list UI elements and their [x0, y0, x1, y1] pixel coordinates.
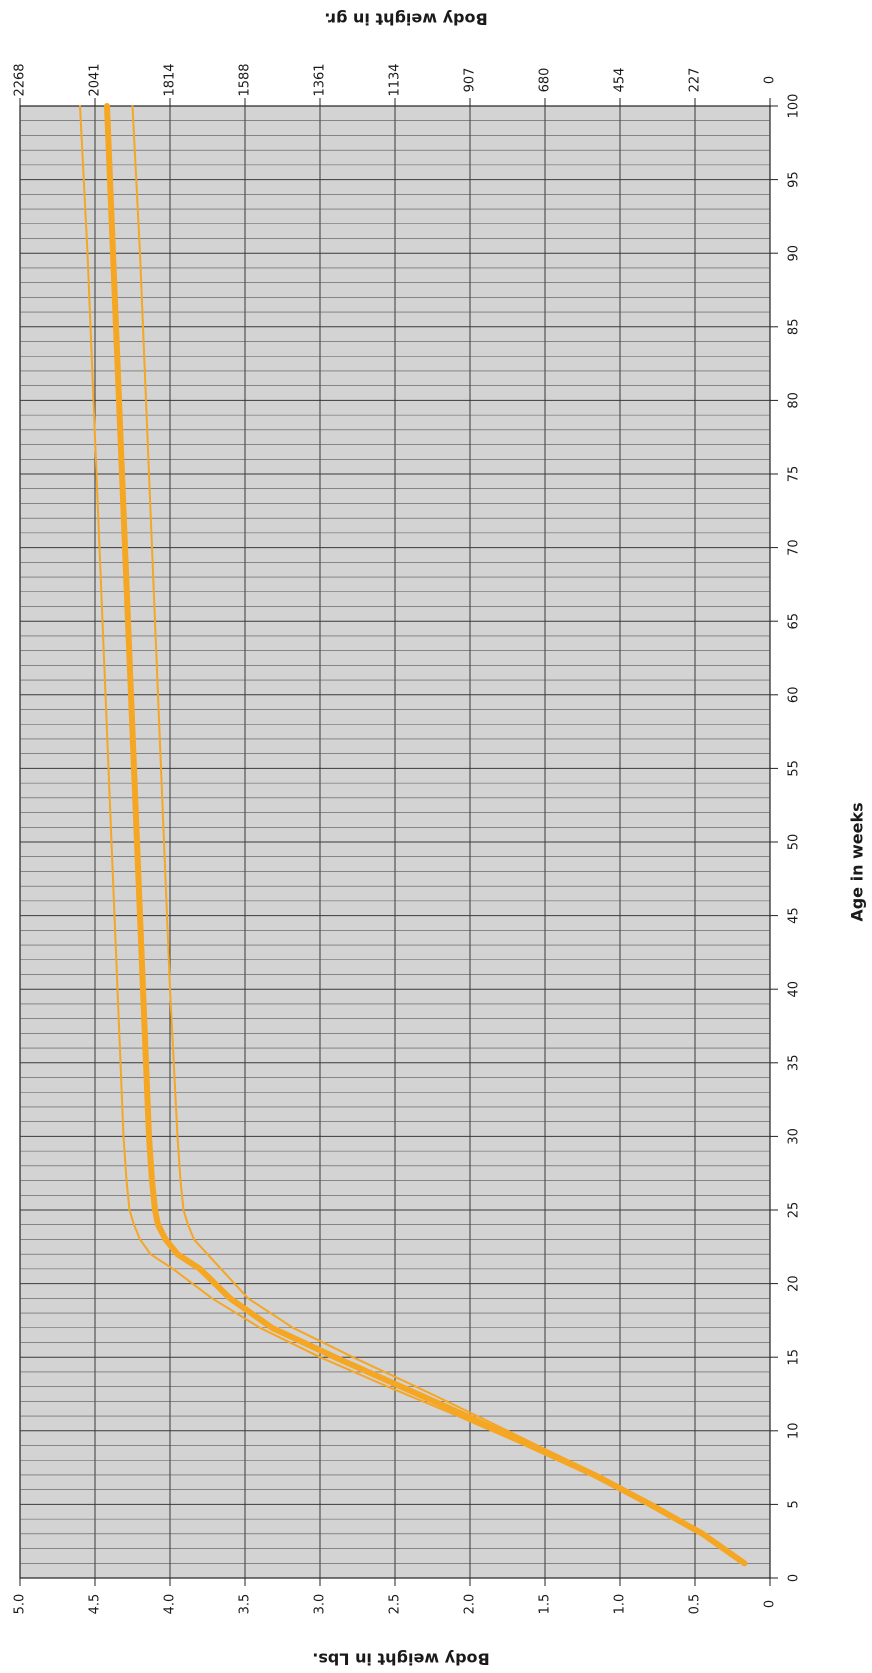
tick-label-age: 30 — [787, 1128, 802, 1145]
tick-label-age: 55 — [787, 760, 802, 777]
tick-label-age: 45 — [787, 907, 802, 924]
tick-label-age: 5 — [787, 1500, 802, 1508]
tick-label-age: 85 — [787, 319, 802, 336]
tick-label-grams: 227 — [688, 68, 703, 93]
tick-label-age: 60 — [787, 687, 802, 704]
tick-label-lbs: 4.5 — [88, 1594, 103, 1615]
tick-label-grams: 1134 — [388, 63, 403, 96]
tick-label-age: 65 — [787, 613, 802, 630]
x-axis-title: Age in weeks — [848, 802, 867, 921]
tick-label-lbs: 3.0 — [313, 1594, 328, 1615]
tick-label-lbs: 2.5 — [388, 1594, 403, 1615]
tick-label-age: 90 — [787, 245, 802, 262]
tick-label-grams: 2041 — [88, 63, 103, 96]
tick-label-grams: 1814 — [163, 63, 178, 96]
tick-label-grams: 454 — [613, 68, 628, 93]
y2-axis-title: Body weight in gr. — [324, 10, 487, 29]
y-axis-title: Body weight in Lbs. — [312, 1650, 490, 1669]
tick-label-age: 20 — [787, 1275, 802, 1292]
tick-label-age: 75 — [787, 466, 802, 483]
tick-label-lbs: 2.0 — [463, 1594, 478, 1615]
tick-label-grams: 2268 — [13, 63, 28, 96]
tick-label-lbs: 3.5 — [238, 1594, 253, 1615]
tick-label-grams: 680 — [538, 68, 553, 93]
tick-label-age: 25 — [787, 1202, 802, 1219]
tick-label-age: 15 — [787, 1349, 802, 1366]
tick-label-age: 10 — [787, 1423, 802, 1440]
tick-label-age: 80 — [787, 392, 802, 409]
tick-label-age: 95 — [787, 171, 802, 188]
tick-labels: 0 0.5 1.0 1.5 2.0 2.5 3.0 3.5 4.0 4.5 5.0 0 227 454 68… — [13, 63, 802, 1614]
tick-label-grams: 1361 — [313, 63, 328, 96]
tick-label-lbs: 0.5 — [688, 1594, 703, 1615]
tick-label-age: 40 — [787, 981, 802, 998]
series-lines — [79, 103, 748, 1567]
tick-label-age: 35 — [787, 1055, 802, 1072]
grid-lines — [20, 106, 770, 1578]
tick-label-age: 100 — [787, 94, 802, 119]
axis-titles: Body weight in gr. Body weight in Lbs. A… — [312, 10, 866, 1669]
tick-label-grams: 1588 — [238, 63, 253, 96]
tick-label-grams: 0 — [763, 76, 778, 84]
series-line-standard — [104, 103, 748, 1567]
tick-label-lbs: 5.0 — [13, 1594, 28, 1615]
tick-label-age: 0 — [787, 1574, 802, 1582]
tick-label-lbs: 1.0 — [613, 1594, 628, 1615]
tick-label-grams: 907 — [463, 68, 478, 93]
tick-label-age: 70 — [787, 539, 802, 556]
tick-label-lbs: 0 — [763, 1600, 778, 1608]
tick-label-lbs: 1.5 — [538, 1594, 553, 1615]
series-line-lower — [131, 105, 747, 1565]
tick-label-age: 50 — [787, 834, 802, 851]
tick-label-lbs: 4.0 — [163, 1594, 178, 1615]
